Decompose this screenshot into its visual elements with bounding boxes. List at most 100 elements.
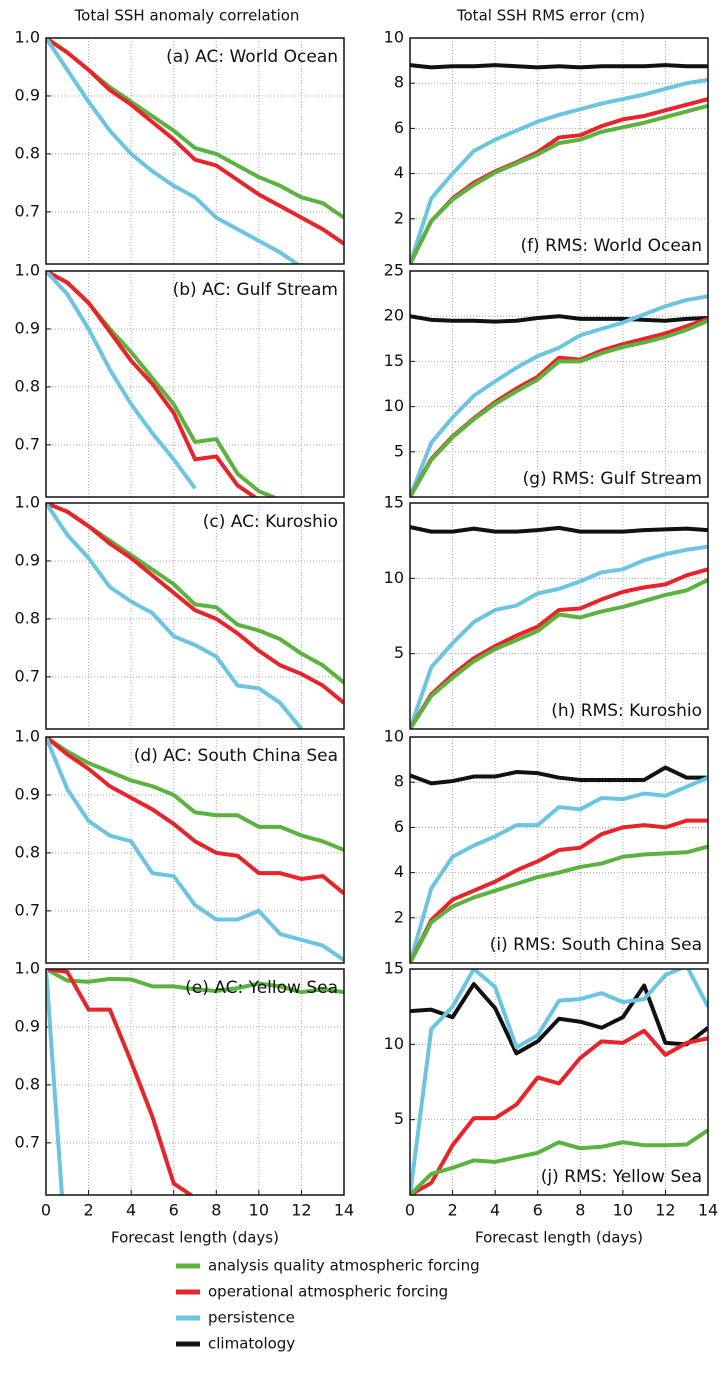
- y-tick-label: 5: [394, 441, 404, 460]
- plot-area: [46, 503, 344, 729]
- y-tick-label: 0.8: [15, 842, 40, 861]
- x-tick-label: 4: [490, 1201, 500, 1220]
- y-tick-label: 0.8: [15, 143, 40, 162]
- x-tick-label: 0: [41, 1201, 51, 1220]
- series-line: [46, 969, 64, 1195]
- series-line: [46, 969, 195, 1195]
- panel-annotation: (h) RMS: Kuroshio: [551, 701, 702, 721]
- y-tick-label: 0.9: [15, 784, 40, 803]
- y-tick-label: 0.9: [15, 550, 40, 569]
- legend-label: analysis quality atmospheric forcing: [208, 1257, 480, 1275]
- panel-annotation: (a) AC: World Ocean: [166, 47, 338, 67]
- series-line: [410, 818, 708, 963]
- series-line: [410, 982, 708, 1056]
- x-tick-label: 4: [126, 1201, 136, 1220]
- y-tick-label: 1.0: [15, 493, 40, 512]
- x-tick-label: 2: [83, 1201, 93, 1220]
- panel-annotation: (e) AC: Yellow Sea: [185, 978, 338, 998]
- plot-area: [46, 969, 344, 1195]
- series-line: [46, 38, 301, 264]
- panel-frame: [409, 37, 709, 265]
- panel-frame: [45, 968, 345, 1196]
- panel-frame: [45, 270, 345, 498]
- y-tick-label: 5: [394, 643, 404, 662]
- x-axis-label: Forecast length (days): [111, 1229, 279, 1247]
- y-tick-label: 0.9: [15, 1016, 40, 1035]
- plot-area: [410, 525, 708, 729]
- panel-frame: [409, 270, 709, 498]
- series-line: [46, 38, 344, 246]
- x-tick-label: 6: [533, 1201, 543, 1220]
- y-tick-label: 0.8: [15, 376, 40, 395]
- y-tick-label: 15: [384, 351, 404, 370]
- legend-label: operational atmospheric forcing: [208, 1283, 448, 1301]
- series-line: [46, 271, 259, 497]
- panel-frame: [45, 37, 345, 265]
- series-line: [46, 503, 303, 729]
- panel-annotation: (f) RMS: World Ocean: [520, 236, 702, 256]
- y-tick-label: 1.0: [15, 261, 40, 280]
- panel-annotation: (g) RMS: Gulf Stream: [523, 469, 702, 489]
- series-line: [46, 271, 197, 490]
- y-tick-label: 6: [394, 118, 404, 137]
- y-tick-label: 10: [384, 1034, 404, 1053]
- plot-area: [410, 969, 708, 1195]
- panel-frame: [409, 502, 709, 730]
- plot-area: [46, 271, 279, 497]
- series-line: [410, 544, 708, 729]
- series-line: [410, 567, 708, 729]
- y-tick-label: 0.9: [15, 85, 40, 104]
- column-title: Total SSH anomaly correlation: [74, 7, 300, 25]
- x-tick-label: 2: [447, 1201, 457, 1220]
- series-line: [46, 737, 344, 962]
- y-tick-label: 0.7: [15, 434, 40, 453]
- x-tick-label: 6: [169, 1201, 179, 1220]
- series-line: [410, 1128, 708, 1195]
- series-line: [46, 503, 344, 705]
- y-tick-label: 10: [384, 568, 404, 587]
- y-tick-label: 2: [394, 208, 404, 227]
- x-tick-label: 14: [698, 1201, 718, 1220]
- y-tick-label: 10: [384, 727, 404, 746]
- x-tick-label: 8: [211, 1201, 221, 1220]
- y-tick-label: 0.7: [15, 900, 40, 919]
- x-tick-label: 10: [613, 1201, 633, 1220]
- panel-frame: [45, 502, 345, 730]
- x-tick-label: 0: [405, 1201, 415, 1220]
- series-line: [410, 578, 708, 729]
- series-line: [410, 63, 708, 70]
- panel-frame: [45, 736, 345, 964]
- y-tick-label: 0.9: [15, 318, 40, 337]
- series-line: [46, 969, 344, 995]
- y-tick-label: 6: [394, 817, 404, 836]
- panel-annotation: (j) RMS: Yellow Sea: [541, 1167, 702, 1187]
- y-tick-label: 20: [384, 306, 404, 325]
- series-line: [410, 314, 708, 324]
- plot-area: [410, 765, 708, 963]
- plot-area: [46, 38, 344, 264]
- y-tick-label: 8: [394, 73, 404, 92]
- legend-label: climatology: [208, 1335, 295, 1353]
- series-line: [46, 271, 279, 497]
- panel-annotation: (d) AC: South China Sea: [134, 746, 338, 766]
- series-line: [410, 525, 708, 534]
- series-line: [410, 294, 708, 497]
- x-axis-label: Forecast length (days): [475, 1229, 643, 1247]
- y-tick-label: 25: [384, 261, 404, 280]
- plot-area: [410, 63, 708, 264]
- y-tick-label: 15: [384, 959, 404, 978]
- y-tick-label: 0.8: [15, 1074, 40, 1093]
- x-tick-label: 10: [249, 1201, 269, 1220]
- series-line: [410, 1028, 708, 1195]
- series-line: [410, 318, 708, 497]
- y-tick-label: 1.0: [15, 959, 40, 978]
- panel-frame: [409, 736, 709, 964]
- y-tick-label: 4: [394, 862, 404, 881]
- y-tick-label: 1.0: [15, 28, 40, 47]
- y-tick-label: 5: [394, 1109, 404, 1128]
- x-tick-label: 8: [575, 1201, 585, 1220]
- panel-frame: [409, 968, 709, 1196]
- series-line: [410, 103, 708, 264]
- y-tick-label: 0.8: [15, 608, 40, 627]
